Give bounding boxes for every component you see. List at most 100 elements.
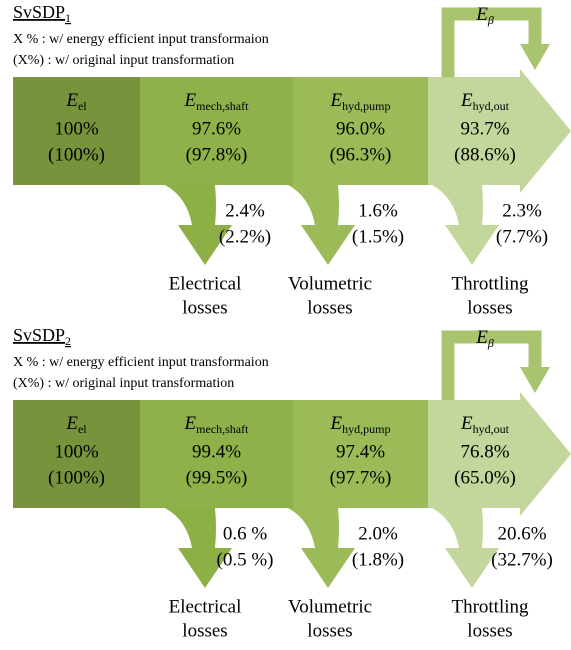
loss-label: Electrical xyxy=(169,596,242,617)
loss-arrow xyxy=(165,185,232,265)
symbol: E xyxy=(330,413,343,434)
legend-text: X % : w/ energy efficient input transfor… xyxy=(13,355,269,370)
loss-original: (1.5%) xyxy=(352,226,404,247)
loss-original: (2.2%) xyxy=(219,226,271,247)
loss-label: Electrical xyxy=(169,273,242,294)
symbol: E xyxy=(460,413,473,434)
label: Ehyd,out xyxy=(460,90,510,112)
block-value: 97.6% xyxy=(192,118,241,139)
subscript: mech,shaft xyxy=(196,99,249,113)
loss-value: 1.6% xyxy=(358,200,398,221)
block-value: 97.4% xyxy=(336,441,385,462)
label: Emech,shaft xyxy=(184,90,250,112)
feedback-loop xyxy=(441,330,542,400)
energy-block xyxy=(140,77,293,185)
label: Eel xyxy=(65,413,87,435)
block-original: (100%) xyxy=(48,467,105,488)
loss-arrow xyxy=(288,185,355,265)
energy-block xyxy=(13,400,140,508)
loss-arrow xyxy=(432,508,499,588)
subscript: β xyxy=(487,336,494,350)
label: SvSDP1 xyxy=(13,2,71,25)
block-value: 100% xyxy=(54,441,99,462)
loss-original: (0.5 %) xyxy=(217,549,274,570)
loss-label: losses xyxy=(182,297,227,318)
loss-value: 0.6 % xyxy=(223,523,268,544)
label: Ehyd,pump xyxy=(330,413,391,435)
loss-arrow xyxy=(288,508,355,588)
loss-label: losses xyxy=(467,620,512,641)
block-original: (65.0%) xyxy=(454,467,516,488)
label: SvSDP2 xyxy=(13,325,71,348)
block-original: (99.5%) xyxy=(186,467,248,488)
subscript: hyd,pump xyxy=(342,422,390,436)
subscript: mech,shaft xyxy=(196,422,249,436)
symbol: SvSDP xyxy=(13,2,65,22)
symbol: E xyxy=(65,413,78,434)
block-value: 93.7% xyxy=(460,118,509,139)
subscript: 2 xyxy=(65,334,71,348)
label: Eel xyxy=(65,90,87,112)
loss-value: 2.4% xyxy=(225,200,265,221)
subscript: β xyxy=(487,13,494,27)
block-original: (96.3%) xyxy=(330,144,392,165)
loss-label: losses xyxy=(307,297,352,318)
subscript: el xyxy=(78,99,87,113)
symbol: SvSDP xyxy=(13,325,65,345)
loss-arrow xyxy=(432,185,499,265)
symbol: E xyxy=(475,327,488,348)
loss-label: Throttling xyxy=(451,273,529,294)
energy-block xyxy=(293,400,428,508)
loss-original: (1.8%) xyxy=(352,549,404,570)
energy-block xyxy=(428,400,522,508)
loss-value: 2.3% xyxy=(502,200,542,221)
loss-original: (7.7%) xyxy=(496,226,548,247)
label: Eβ xyxy=(475,327,494,349)
loss-value: 2.0% xyxy=(358,523,398,544)
energy-block xyxy=(293,77,428,185)
symbol: E xyxy=(184,413,197,434)
legend-text: (X%) : w/ original input transformation xyxy=(13,376,234,391)
loss-label: Volumetric xyxy=(288,596,372,617)
block-value: 99.4% xyxy=(192,441,241,462)
label: Ehyd,out xyxy=(460,413,510,435)
label: Emech,shaft xyxy=(184,413,250,435)
loss-original: (32.7%) xyxy=(491,549,553,570)
subscript: el xyxy=(78,422,87,436)
label: Eβ xyxy=(475,4,494,26)
legend-text: X % : w/ energy efficient input transfor… xyxy=(13,32,269,47)
symbol: E xyxy=(65,90,78,111)
flow-arrowhead xyxy=(520,69,571,193)
block-original: (100%) xyxy=(48,144,105,165)
feedback-arrowhead xyxy=(520,44,550,70)
symbol: E xyxy=(460,90,473,111)
block-value: 96.0% xyxy=(336,118,385,139)
loss-label: losses xyxy=(467,297,512,318)
subscript: hyd,pump xyxy=(342,99,390,113)
loss-value: 20.6% xyxy=(497,523,546,544)
block-value: 76.8% xyxy=(460,441,509,462)
symbol: E xyxy=(475,4,488,25)
symbol: E xyxy=(330,90,343,111)
feedback-arrowhead xyxy=(520,367,550,393)
energy-block xyxy=(140,400,293,508)
feedback-loop xyxy=(441,7,542,77)
label: Ehyd,pump xyxy=(330,90,391,112)
symbol: E xyxy=(184,90,197,111)
energy-block xyxy=(428,77,522,185)
loss-label: Volumetric xyxy=(288,273,372,294)
block-original: (88.6%) xyxy=(454,144,516,165)
subscript: hyd,out xyxy=(473,422,510,436)
subscript: 1 xyxy=(65,11,71,25)
block-value: 100% xyxy=(54,118,99,139)
block-original: (97.8%) xyxy=(186,144,248,165)
loss-label: losses xyxy=(307,620,352,641)
loss-label: losses xyxy=(182,620,227,641)
legend-text: (X%) : w/ original input transformation xyxy=(13,53,234,68)
subscript: hyd,out xyxy=(473,99,510,113)
flow-arrowhead xyxy=(520,392,571,516)
block-original: (97.7%) xyxy=(330,467,392,488)
loss-arrow xyxy=(165,508,232,588)
loss-label: Throttling xyxy=(451,596,529,617)
